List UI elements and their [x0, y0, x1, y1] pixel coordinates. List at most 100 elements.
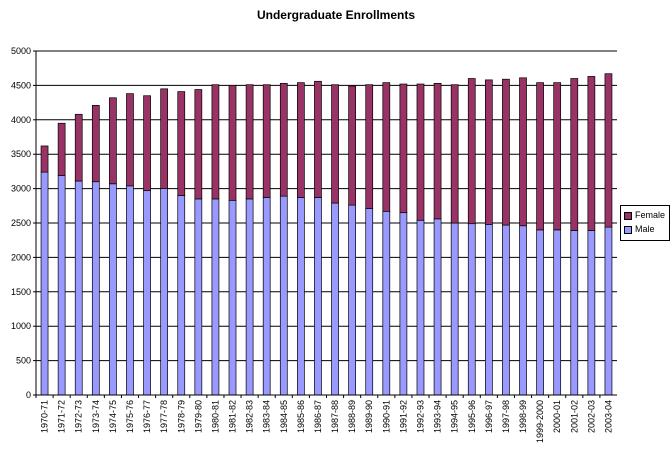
y-tick-label: 3000: [11, 184, 31, 194]
bar-male: [553, 229, 562, 396]
bar-female: [40, 145, 49, 173]
x-tick-label: 1988-89: [347, 400, 357, 433]
bar-male: [91, 181, 100, 396]
bar-female: [467, 78, 476, 225]
x-tick-label: 1991-92: [398, 400, 408, 433]
legend-swatch-female: [624, 211, 632, 220]
bar-male: [365, 208, 374, 396]
bar-male: [467, 223, 476, 396]
x-tick-label: 2000-01: [552, 400, 562, 433]
y-tick-label: 4000: [11, 115, 31, 125]
bar-female: [74, 113, 83, 182]
bar-female: [536, 82, 544, 231]
bar-female: [587, 76, 596, 231]
bar-male: [297, 197, 305, 396]
legend: Female Male: [620, 205, 670, 241]
bar-male: [40, 171, 49, 396]
bar-male: [245, 198, 254, 396]
bar-female: [484, 79, 493, 225]
bar-female: [160, 88, 169, 189]
bar-female: [365, 84, 374, 209]
bar-male: [604, 226, 613, 396]
bar-female: [416, 83, 425, 221]
bar-female: [399, 83, 408, 214]
bar-female: [604, 73, 613, 228]
legend-item-male: Male: [624, 224, 655, 235]
x-tick-label: 1983-84: [262, 400, 272, 433]
bar-male: [279, 195, 288, 396]
x-tick-label: 1984-85: [279, 400, 289, 433]
y-tick-label: 2000: [11, 252, 31, 262]
x-tick-label: 1987-88: [330, 400, 340, 433]
x-tick-label: 1972-73: [74, 400, 84, 433]
x-tick-label: 1986-87: [313, 400, 323, 433]
bar-male: [331, 202, 339, 396]
bar-male: [382, 210, 391, 396]
x-tick-label: 1974-75: [108, 400, 118, 433]
x-tick-label: 1995-96: [467, 400, 477, 433]
bar-male: [399, 212, 408, 396]
bar-female: [382, 82, 391, 212]
bar-male: [177, 195, 186, 396]
bar-female: [91, 105, 100, 183]
x-tick-label: 1989-90: [364, 400, 374, 433]
legend-swatch-male: [624, 225, 632, 234]
bar-female: [143, 95, 151, 192]
x-tick-label: 1980-81: [210, 400, 220, 433]
bar-female: [348, 85, 356, 206]
bar-male: [126, 185, 134, 396]
bar-male: [484, 224, 493, 396]
y-tick-label: 1000: [11, 321, 31, 331]
bar-female: [245, 84, 254, 200]
x-tick-label: 2001-02: [569, 400, 579, 433]
x-tick-label: 1999-2000: [535, 400, 545, 443]
bar-male: [194, 198, 203, 396]
x-tick-label: 1973-74: [91, 400, 101, 433]
x-tick-label: 1994-95: [450, 400, 460, 433]
x-tick-label: 1998-99: [518, 400, 528, 433]
x-tick-label: 1990-91: [381, 400, 391, 433]
legend-label-female: Female: [635, 210, 666, 221]
chart-title: Undergraduate Enrollments: [256, 8, 416, 22]
bar-male: [570, 230, 579, 396]
bar-male: [416, 219, 425, 396]
bar-male: [228, 199, 237, 396]
bar-male: [502, 224, 510, 396]
bar-female: [433, 82, 442, 220]
bar-female: [553, 82, 562, 231]
y-tick-label: 0: [26, 390, 31, 400]
bar-male: [262, 197, 271, 396]
bar-female: [109, 97, 117, 185]
x-tick-label: 2002-03: [586, 400, 596, 433]
bar-male: [348, 204, 356, 396]
x-tick-label: 1970-71: [40, 400, 50, 433]
x-tick-label: 1997-98: [501, 400, 511, 433]
bar-female: [194, 89, 203, 200]
bar-female: [228, 85, 237, 201]
x-tick-label: 2003-04: [603, 400, 613, 433]
bar-female: [262, 84, 271, 198]
x-tick-label: 1978-79: [176, 400, 186, 433]
bar-female: [177, 91, 186, 196]
bar-female: [314, 80, 322, 198]
x-tick-label: 1993-94: [433, 400, 443, 433]
bar-female: [570, 78, 579, 231]
bar-female: [450, 84, 459, 224]
bar-female: [57, 122, 66, 176]
x-tick-label: 1992-93: [415, 400, 425, 433]
bar-male: [314, 197, 322, 396]
bar-male: [74, 180, 83, 396]
bar-female: [519, 77, 527, 227]
y-tick-label: 2500: [11, 218, 31, 228]
x-tick-label: 1975-76: [125, 400, 135, 433]
y-tick-label: 500: [16, 356, 31, 366]
x-tick-label: 1971-72: [57, 400, 67, 433]
y-tick-label: 5000: [11, 46, 31, 56]
bar-female: [211, 84, 220, 200]
bar-female: [502, 78, 510, 226]
bar-male: [109, 183, 117, 396]
bar-male: [160, 188, 169, 396]
bar-male: [536, 229, 544, 396]
y-tick-label: 1500: [11, 287, 31, 297]
